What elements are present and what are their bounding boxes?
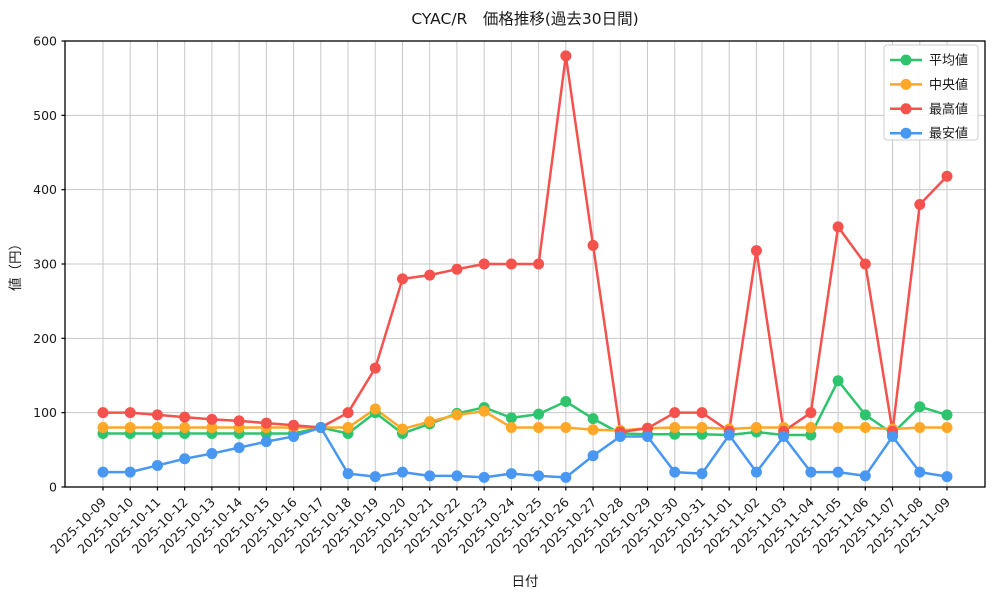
- legend-box: [883, 44, 979, 141]
- series-group: [97, 50, 953, 483]
- y-tick-label: 200: [33, 331, 57, 346]
- legend-marker-max: [900, 103, 912, 115]
- y-axis-label: 値（円）: [8, 237, 24, 291]
- legend-marker-median: [900, 78, 912, 90]
- series-line-max: [101, 54, 949, 434]
- y-tick-label: 100: [33, 405, 57, 420]
- y-tick-label: 500: [33, 108, 57, 123]
- series-markers-min: [97, 422, 953, 483]
- legend-label-average: 平均値: [929, 53, 968, 69]
- legend-label-median: 中央値: [929, 77, 968, 93]
- chart-title: CYAC/R 価格推移(過去30日間): [411, 10, 638, 28]
- axis-ticks: [61, 40, 948, 491]
- y-tick-label: 400: [33, 182, 57, 197]
- legend-label-min: 最安値: [929, 126, 968, 142]
- y-tick-label: 300: [33, 257, 57, 272]
- series-markers-max: [97, 50, 953, 438]
- series-line-min: [101, 426, 949, 479]
- legend-marker-average: [900, 54, 912, 66]
- x-tick-labels: 2025-10-092025-10-102025-10-112025-10-12…: [47, 494, 953, 556]
- legend-label-max: 最高値: [929, 101, 968, 117]
- y-tick-label: 600: [33, 34, 57, 49]
- series-markers-median: [97, 403, 953, 437]
- legend-marker-min: [900, 127, 912, 139]
- y-tick-labels: 0 100 200 300 400 500 600: [33, 34, 57, 495]
- x-axis-label: 日付: [512, 574, 539, 590]
- chart-canvas: 2025-10-092025-10-102025-10-112025-10-12…: [33, 34, 986, 556]
- y-tick-label: 0: [49, 480, 57, 495]
